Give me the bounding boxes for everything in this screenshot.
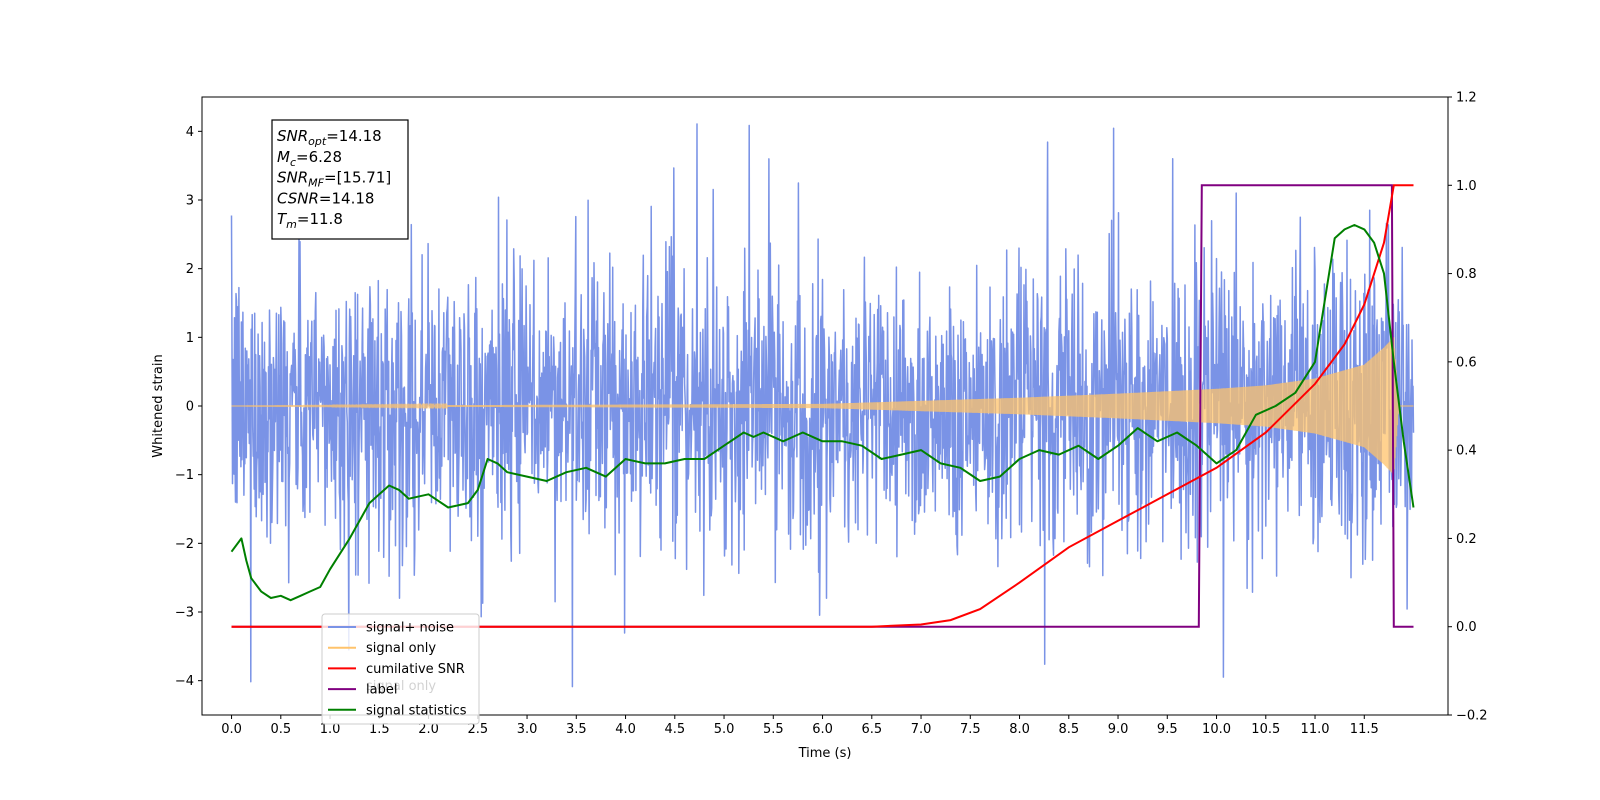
- y2-tick-label: 0.8: [1456, 267, 1477, 282]
- annotation-line: SNRMF=[15.71]: [277, 169, 391, 190]
- legend-label: signal+ noise: [366, 621, 454, 636]
- legend-label: signal only: [366, 641, 436, 656]
- x-tick-label: 10.0: [1202, 722, 1231, 737]
- legend-label: signal statistics: [366, 703, 467, 718]
- legend-label: cumilative SNR: [366, 662, 465, 677]
- y-tick-label: −1: [175, 468, 194, 483]
- x-tick-label: 0.0: [221, 722, 242, 737]
- x-tick-label: 10.5: [1251, 722, 1280, 737]
- y2-tick-label: −0.2: [1456, 709, 1488, 724]
- x-tick-label: 9.5: [1157, 722, 1178, 737]
- x-tick-label: 5.0: [714, 722, 735, 737]
- y-tick-label: 0: [186, 400, 194, 415]
- y2-tick-label: 1.2: [1456, 91, 1477, 106]
- x-tick-label: 2.5: [467, 722, 488, 737]
- series-cumulative-snr: [231, 184, 1414, 628]
- x-tick-label: 1.5: [369, 722, 390, 737]
- x-axis-label: Time (s): [798, 746, 852, 761]
- series-label: [231, 184, 1414, 628]
- y-tick-label: −4: [175, 674, 194, 689]
- x-tick-label: 5.5: [763, 722, 784, 737]
- x-tick-label: 11.0: [1301, 722, 1330, 737]
- y2-tick-label: 0.2: [1456, 532, 1477, 547]
- y2-tick-label: 0.6: [1456, 355, 1477, 370]
- x-tick-label: 4.0: [615, 722, 636, 737]
- y2-tick-label: 1.0: [1456, 179, 1477, 194]
- annotation-line: SNRopt=14.18: [277, 127, 382, 148]
- series-signal-statistics: [230, 224, 1415, 602]
- annotation-line: CSNR=14.18: [277, 189, 374, 207]
- y-axis-left: 4 3 2 1 0 −1 −2 −3 −4: [175, 125, 202, 689]
- y-tick-label: 4: [186, 125, 194, 140]
- x-tick-label: 11.5: [1350, 722, 1379, 737]
- x-tick-label: 0.5: [270, 722, 291, 737]
- x-tick-label: 8.5: [1058, 722, 1079, 737]
- x-tick-label: 8.0: [1009, 722, 1030, 737]
- annotation-line: Mc=6.28: [277, 148, 342, 169]
- annotation-line: Tm=11.8: [277, 210, 343, 231]
- plot-area: [230, 123, 1415, 688]
- annotation-box: SNRopt=14.18Mc=6.28SNRMF=[15.71]CSNR=14.…: [271, 119, 409, 240]
- y-tick-label: −2: [175, 537, 194, 552]
- legend-label: label: [366, 683, 397, 698]
- y-axis-right: 1.2 1.0 0.8 0.6 0.4 0.2 0.0 −0.2: [1448, 91, 1488, 724]
- series-signal-noise: [230, 123, 1415, 688]
- y-tick-label: −3: [175, 606, 194, 621]
- x-tick-label: 1.0: [320, 722, 341, 737]
- annotation-frame: [271, 119, 409, 240]
- x-tick-label: 4.5: [664, 722, 685, 737]
- x-axis: 0.0 0.5 1.0 1.5 2.0 2.5 3.0 3.5 4.0 4.5 5.0 5.5 6.0 6…: [221, 715, 1379, 737]
- x-tick-label: 9.0: [1108, 722, 1129, 737]
- y2-tick-label: 0.4: [1456, 444, 1477, 459]
- y-tick-label: 1: [186, 331, 194, 346]
- x-tick-label: 7.0: [911, 722, 932, 737]
- x-tick-label: 3.0: [517, 722, 538, 737]
- x-tick-label: 7.5: [960, 722, 981, 737]
- legend-frame: [321, 613, 480, 725]
- x-tick-label: 6.5: [861, 722, 882, 737]
- y-tick-label: 3: [186, 194, 194, 209]
- y-axis-label: Whitened strain: [151, 354, 166, 457]
- series-signal-only: [231, 337, 1414, 475]
- x-tick-label: 6.0: [812, 722, 833, 737]
- x-tick-label: 3.5: [566, 722, 587, 737]
- y-tick-label: 2: [186, 262, 194, 277]
- x-tick-label: 2.0: [418, 722, 439, 737]
- y2-tick-label: 0.0: [1456, 620, 1477, 635]
